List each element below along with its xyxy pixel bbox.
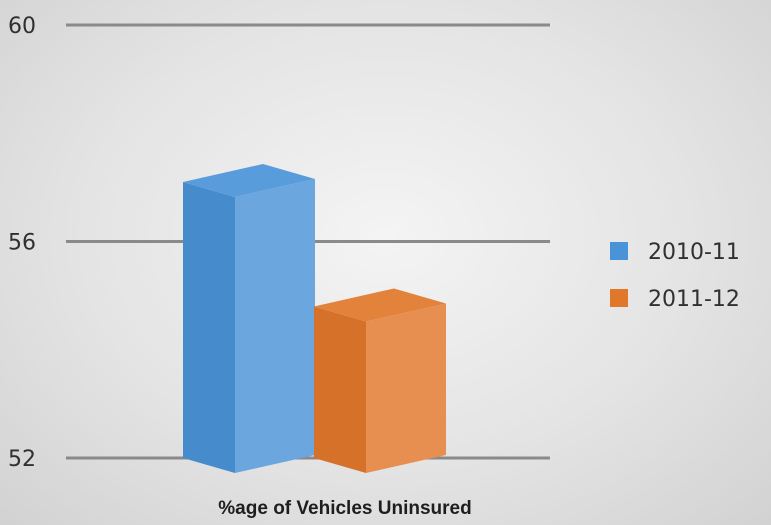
bar-side-face bbox=[235, 178, 315, 473]
bar-top-face bbox=[183, 163, 315, 197]
bar-2010-11 bbox=[183, 163, 315, 473]
bar-top-face bbox=[314, 288, 446, 322]
y-tick-label: 56 bbox=[8, 231, 36, 256]
bar-front-face bbox=[314, 306, 366, 473]
y-axis-ticks: 60 56 52 bbox=[8, 14, 36, 472]
y-tick-label: 52 bbox=[8, 447, 36, 472]
bar-2011-12 bbox=[314, 288, 446, 473]
legend-label: 2010-11 bbox=[648, 240, 740, 265]
x-axis-label: %age of Vehicles Uninsured bbox=[218, 498, 471, 519]
bar-side-face bbox=[366, 303, 446, 473]
y-tick-label: 60 bbox=[8, 14, 36, 39]
legend-label: 2011-12 bbox=[648, 287, 740, 312]
legend: 2010-11 2011-12 bbox=[610, 240, 740, 312]
legend-swatch bbox=[610, 242, 628, 260]
bar-front-face bbox=[183, 181, 235, 473]
bars bbox=[183, 163, 446, 473]
legend-swatch bbox=[610, 289, 628, 307]
